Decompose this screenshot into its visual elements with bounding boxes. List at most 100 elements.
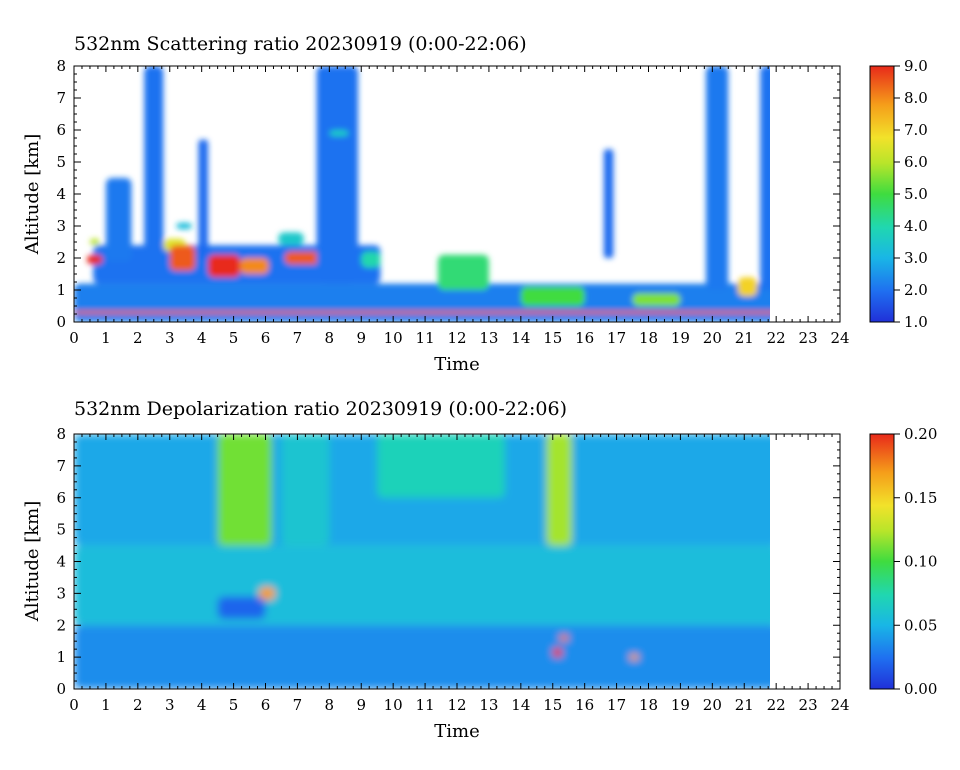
scattering-heatmap xyxy=(74,66,770,322)
scattering-heatmap-cell xyxy=(105,178,132,262)
scattering-x-tick-label: 2 xyxy=(133,329,143,347)
scattering-heatmap-cell xyxy=(208,254,240,278)
scattering-colorbar-tick-label: 5.0 xyxy=(904,185,928,203)
depolarization-y-axis-label: Altitude [km] xyxy=(22,501,43,623)
depolarization-y-tick-label: 1 xyxy=(56,648,66,666)
scattering-heatmap-cell xyxy=(329,130,349,137)
depolarization-y-tick-label: 8 xyxy=(56,425,66,443)
scattering-x-ticks: 0 1 2 3 4 5 6 7 8 9 10 11 12 13 14 15 16 17 18 19 20 21 22 23 24 xyxy=(69,66,850,347)
depolarization-x-tick-label: 17 xyxy=(607,696,626,714)
depolarization-x-tick-label: 1 xyxy=(101,696,111,714)
scattering-heatmap-cell xyxy=(603,149,614,258)
depolarization-ratio-panel: 532nm Depolarization ratio 20230919 (0:0… xyxy=(22,398,937,742)
depolarization-heatmap-cell xyxy=(217,434,272,546)
depolarization-x-tick-label: 22 xyxy=(767,696,786,714)
depolarization-x-tick-label: 23 xyxy=(799,696,818,714)
depolarization-x-tick-label: 24 xyxy=(830,696,849,714)
scattering-x-tick-label: 15 xyxy=(543,329,562,347)
scattering-colorbar-tick-label: 9.0 xyxy=(904,57,928,75)
depolarization-x-tick-label: 18 xyxy=(639,696,658,714)
scattering-y-tick-label: 5 xyxy=(56,153,66,171)
scattering-y-tick-label: 3 xyxy=(56,217,66,235)
depolarization-x-tick-label: 8 xyxy=(325,696,335,714)
scattering-ratio-panel: 532nm Scattering ratio 20230919 (0:00-22… xyxy=(22,33,928,375)
depolarization-x-tick-label: 21 xyxy=(735,696,754,714)
scattering-colorbar-tick-label: 4.0 xyxy=(904,217,928,235)
depolarization-x-tick-label: 7 xyxy=(293,696,303,714)
depolarization-x-tick-label: 4 xyxy=(197,696,207,714)
scattering-colorbar-tick-label: 6.0 xyxy=(904,153,928,171)
depolarization-y-tick-label: 0 xyxy=(56,680,66,698)
depolarization-y-tick-label: 2 xyxy=(56,616,66,634)
depolarization-colorbar-ticks: 0.00 0.05 0.10 0.15 0.20 xyxy=(894,425,937,698)
depolarization-title: 532nm Depolarization ratio 20230919 (0:0… xyxy=(74,398,567,420)
scattering-x-tick-label: 19 xyxy=(671,329,690,347)
scattering-x-tick-label: 10 xyxy=(384,329,403,347)
scattering-x-tick-label: 20 xyxy=(703,329,722,347)
scattering-heatmap-cell xyxy=(437,254,489,290)
depolarization-x-tick-label: 19 xyxy=(671,696,690,714)
scattering-title: 532nm Scattering ratio 20230919 (0:00-22… xyxy=(74,33,527,55)
depolarization-x-tick-label: 5 xyxy=(229,696,239,714)
scattering-x-tick-label: 12 xyxy=(447,329,466,347)
scattering-y-ticks: 0 1 2 3 4 5 6 7 8 xyxy=(56,57,840,331)
scattering-colorbar-tick-label: 8.0 xyxy=(904,89,928,107)
depolarization-colorbar-tick-label: 0.10 xyxy=(904,553,937,571)
depolarization-y-tick-label: 4 xyxy=(56,553,66,571)
scattering-x-tick-label: 11 xyxy=(416,329,435,347)
scattering-heatmap-cell xyxy=(74,310,770,314)
depolarization-heatmap-cell xyxy=(281,434,330,546)
scattering-heatmap-cell xyxy=(198,139,209,258)
depolarization-heatmap-cell xyxy=(74,545,770,626)
depolarization-heatmap-cell xyxy=(546,434,572,546)
depolarization-x-tick-label: 12 xyxy=(447,696,466,714)
depolarization-x-tick-label: 13 xyxy=(479,696,498,714)
scattering-x-tick-label: 18 xyxy=(639,329,658,347)
scattering-colorbar-tick-label: 3.0 xyxy=(904,249,928,267)
scattering-x-tick-label: 3 xyxy=(165,329,175,347)
scattering-x-axis-label: Time xyxy=(434,354,479,375)
scattering-y-tick-label: 4 xyxy=(56,185,66,203)
depolarization-x-tick-label: 11 xyxy=(416,696,435,714)
depolarization-x-tick-label: 6 xyxy=(261,696,271,714)
scattering-x-tick-label: 8 xyxy=(325,329,335,347)
depolarization-x-tick-label: 15 xyxy=(543,696,562,714)
scattering-heatmap-cell xyxy=(169,245,196,271)
depolarization-x-tick-label: 14 xyxy=(511,696,530,714)
scattering-x-tick-label: 4 xyxy=(197,329,207,347)
scattering-y-tick-label: 6 xyxy=(56,121,66,139)
scattering-heatmap-cell xyxy=(278,232,304,246)
scattering-colorbar xyxy=(869,65,895,323)
depolarization-heatmap-cell xyxy=(559,634,569,642)
depolarization-x-tick-label: 16 xyxy=(575,696,594,714)
scattering-heatmap-cell xyxy=(144,66,164,274)
depolarization-y-tick-label: 3 xyxy=(56,584,66,602)
depolarization-heatmap-cell xyxy=(552,647,563,658)
scattering-colorbar-tick-label: 1.0 xyxy=(904,313,928,331)
depolarization-x-tick-label: 0 xyxy=(69,696,79,714)
scattering-y-tick-label: 0 xyxy=(56,313,66,331)
scattering-x-tick-label: 23 xyxy=(799,329,818,347)
depolarization-heatmap-cell xyxy=(377,434,505,498)
depolarization-heatmap xyxy=(74,434,770,689)
depolarization-colorbar-tick-label: 0.15 xyxy=(904,489,937,507)
scattering-x-tick-label: 17 xyxy=(607,329,626,347)
depolarization-y-tick-label: 7 xyxy=(56,457,66,475)
scattering-x-tick-label: 21 xyxy=(735,329,754,347)
scattering-colorbar-tick-label: 7.0 xyxy=(904,121,928,139)
scattering-y-tick-label: 2 xyxy=(56,249,66,267)
depolarization-x-tick-label: 2 xyxy=(133,696,143,714)
scattering-colorbar-ticks: 1.0 2.0 3.0 4.0 5.0 6.0 7.0 8.0 9.0 xyxy=(894,57,928,331)
depolarization-x-ticks: 0 1 2 3 4 5 6 7 8 9 10 11 12 13 14 15 16 17 18 19 20 21 22 23 24 xyxy=(69,434,850,714)
depolarization-heatmap-cell xyxy=(217,596,266,619)
depolarization-y-tick-label: 5 xyxy=(56,521,66,539)
depolarization-heatmap-cell xyxy=(74,625,770,689)
scattering-heatmap-cell xyxy=(737,277,758,297)
scattering-y-axis-label: Altitude [km] xyxy=(22,134,43,256)
scattering-x-tick-label: 13 xyxy=(479,329,498,347)
depolarization-x-tick-label: 20 xyxy=(703,696,722,714)
scattering-y-tick-label: 1 xyxy=(56,281,66,299)
scattering-heatmap-cell xyxy=(705,66,729,290)
scattering-heatmap-cell xyxy=(176,222,193,230)
